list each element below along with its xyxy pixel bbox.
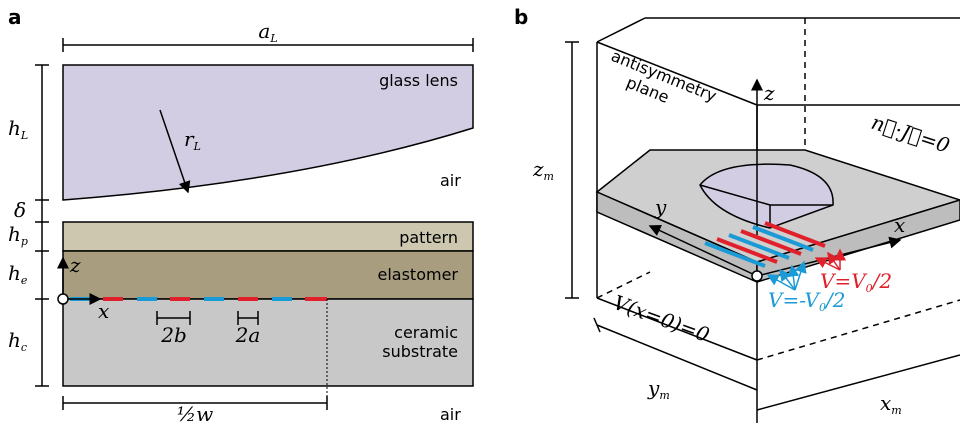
plane-label: antisymmetryplane: [601, 46, 719, 123]
dim-label: 2a: [235, 323, 261, 347]
dim-label: 2b: [160, 323, 187, 347]
boundary-label: V(x=0)=0: [610, 290, 713, 347]
dim-label: hc: [8, 328, 27, 354]
dim-label: δ: [14, 198, 26, 222]
boundary-label: n⃗·J⃗=0: [868, 110, 952, 158]
dim-label: ½w: [177, 402, 214, 423]
layer-label: glass lens: [379, 71, 458, 90]
air-label: air: [440, 171, 461, 190]
axis-label: z: [763, 81, 775, 105]
air-label: air: [440, 405, 461, 423]
axis-label: x: [894, 213, 905, 237]
axis-label: x: [98, 299, 109, 323]
dim-label: zm: [532, 157, 554, 183]
layer-label: pattern: [399, 228, 458, 247]
panel-label: b: [514, 5, 528, 29]
dim-label: hp: [8, 222, 28, 248]
panel-label: a: [8, 5, 22, 29]
dim-label: aL: [258, 19, 277, 45]
dim-label: he: [8, 261, 28, 287]
figure: a aL glass lens rL air pattern elastomer…: [0, 0, 960, 423]
axis-label: y: [654, 195, 667, 219]
dim-label: ym: [647, 376, 670, 402]
voltage-label: V=V0/2: [820, 269, 892, 295]
layer-label: elastomer: [378, 265, 459, 284]
axis-label: z: [69, 253, 81, 277]
dim-label: xm: [880, 391, 902, 417]
dim-label: hL: [8, 116, 28, 142]
